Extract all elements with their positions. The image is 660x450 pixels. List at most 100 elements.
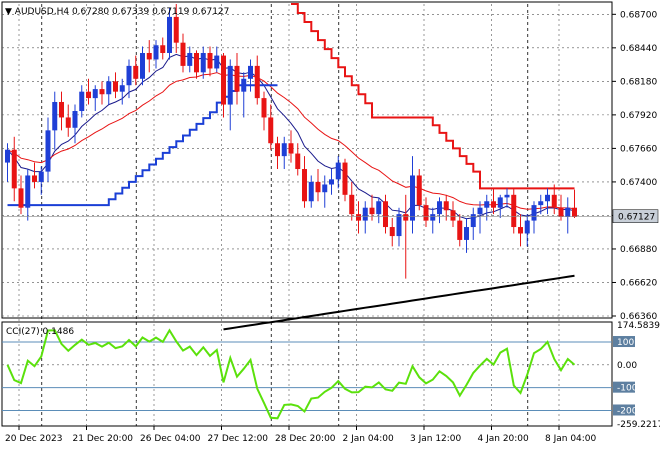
bull-candle — [248, 65, 253, 79]
bull-candle — [281, 143, 287, 157]
time-tick-label: 21 Dec 20:00 — [73, 434, 134, 444]
cci-level-badge — [613, 404, 635, 416]
bull-candle — [329, 179, 334, 185]
bull-candle — [25, 175, 31, 208]
ohlc-readout: 0.67280 0.67339 0.67119 0.67127 — [72, 7, 229, 17]
time-tick-label: 27 Dec 12:00 — [208, 434, 269, 444]
bear-candle — [423, 205, 429, 221]
bear-candle — [457, 220, 463, 240]
bull-candle — [106, 81, 112, 95]
bull-candle — [79, 91, 85, 112]
bull-candle — [484, 201, 490, 208]
bull-candle — [38, 171, 44, 182]
bull-candle — [214, 55, 220, 69]
bull-candle — [477, 207, 483, 215]
bull-candle — [531, 205, 537, 221]
bull-candle — [362, 207, 368, 221]
bear-candle — [572, 207, 577, 217]
price-tick-label: 0.68180 — [620, 77, 657, 87]
time-axis: 20 Dec 2023 21 Dec 20:00 26 Dec 04:00 27 De… — [5, 426, 597, 444]
bull-candle — [396, 214, 402, 237]
bull-candle — [322, 184, 328, 193]
time-tick-label: 4 Jan 20:00 — [478, 434, 530, 444]
bear-candle — [558, 207, 564, 217]
bull-candle — [308, 181, 314, 202]
bull-candle — [335, 162, 341, 180]
symbol-label: AUDUSD,H4 — [15, 7, 70, 17]
bear-candle — [261, 98, 267, 118]
bear-candle — [173, 16, 179, 43]
bear-candle — [356, 214, 361, 221]
bear-candle — [59, 101, 64, 118]
bull-candle — [126, 65, 132, 86]
cci-header: CCI(27) 0.1486 — [6, 327, 74, 337]
cci-level-badge — [613, 336, 635, 348]
bull-candle — [524, 220, 530, 234]
bull-candle — [545, 194, 550, 202]
bull-candle — [497, 197, 503, 208]
bear-candle — [551, 194, 557, 208]
price-tick-label: 0.68700 — [620, 10, 657, 20]
bear-candle — [288, 143, 294, 154]
time-tick-label: 20 Dec 2023 — [5, 434, 63, 444]
bull-candle — [187, 52, 193, 66]
price-axis: 0.68700 0.68440 0.68180 0.67920 0.67660 0.674… — [2, 10, 659, 322]
bull-candle — [119, 85, 125, 92]
bull-candle — [430, 214, 436, 221]
cci-tick-label: -200 — [617, 406, 638, 416]
cci-panel-frame — [1, 321, 613, 427]
candlestick-series — [5, 4, 577, 279]
bull-candle — [167, 16, 172, 53]
bear-candle — [113, 81, 118, 92]
bear-candle — [207, 52, 213, 69]
trailing-resistance-line — [291, 3, 575, 190]
time-tick-label: 8 Jan 04:00 — [545, 434, 597, 444]
bull-candle — [153, 45, 159, 60]
price-panel-frame — [1, 1, 613, 319]
bear-candle — [11, 149, 17, 189]
bear-candle — [194, 52, 199, 73]
price-tick-label: 0.68440 — [620, 44, 657, 54]
price-tick-label: 0.67660 — [620, 144, 657, 154]
bear-candle — [146, 52, 152, 60]
bear-candle — [275, 143, 280, 157]
bear-candle — [383, 201, 388, 228]
time-tick-label: 28 Dec 20:00 — [275, 434, 336, 444]
bull-candle — [227, 65, 233, 105]
long-ma-line — [223, 274, 575, 331]
time-tick-label: 2 Jan 04:00 — [343, 434, 395, 444]
bear-candle — [369, 207, 375, 215]
current-price-badge — [612, 209, 659, 223]
bear-candle — [295, 153, 301, 170]
bear-candle — [180, 42, 186, 66]
bull-candle — [45, 130, 51, 172]
bear-candle — [65, 117, 71, 128]
bear-candle — [518, 227, 523, 234]
price-tick-label: 0.66620 — [620, 278, 657, 288]
price-tick-label: 0.66360 — [620, 312, 657, 322]
bear-candle — [32, 175, 37, 182]
bull-candle — [200, 52, 206, 73]
bull-candle — [5, 149, 10, 163]
cci-indicator — [2, 328, 612, 420]
bull-candle — [437, 201, 442, 215]
time-tick-label: 26 Dec 04:00 — [140, 434, 201, 444]
cci-tick-label: -259.2217 — [617, 420, 660, 430]
bear-candle — [268, 117, 274, 144]
cci-axis: 174.5839 100 0.00 -100 -200 -259.2217 — [613, 321, 660, 430]
bull-candle — [410, 175, 415, 221]
cci-level-badge — [613, 381, 635, 393]
bear-candle — [133, 65, 139, 79]
bear-candle — [443, 201, 449, 211]
price-tick-label: 0.67400 — [620, 178, 657, 188]
price-tick-label: 0.66880 — [620, 245, 657, 255]
bear-candle — [511, 194, 517, 228]
bear-candle — [18, 188, 24, 208]
cci-line — [6, 328, 576, 420]
dropdown-triangle-icon[interactable]: ▼ — [5, 7, 15, 17]
chart-symbol-menu[interactable]: ▼ AUDUSD,H4 0.67280 0.67339 0.67119 0.67… — [5, 7, 229, 17]
cci-tick-label: 174.5839 — [617, 321, 660, 331]
bull-candle — [376, 201, 382, 215]
